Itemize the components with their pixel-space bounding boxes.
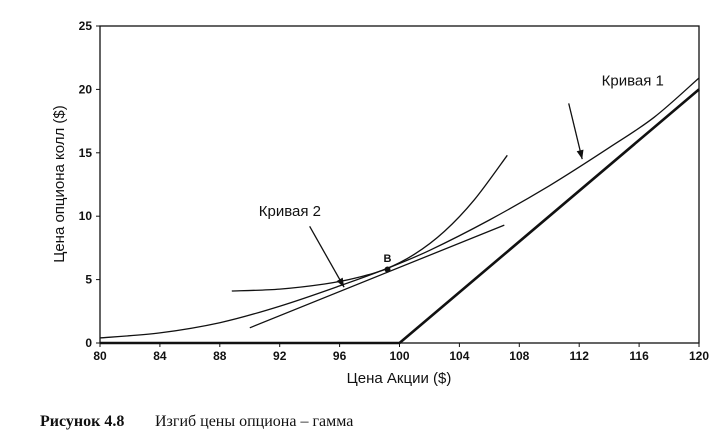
y-tick-label: 5 <box>85 273 92 287</box>
y-tick-label: 25 <box>79 19 93 33</box>
curve-1-line <box>99 77 700 339</box>
y-tick-label: 10 <box>79 209 93 223</box>
x-tick-label: 84 <box>153 349 167 363</box>
x-axis-title: Цена Акции ($) <box>347 370 452 387</box>
curve-2-label: Кривая 2 <box>259 203 321 220</box>
intrinsic-value-line <box>100 88 700 345</box>
gamma-chart: 80 84 88 92 96 100 104 108 112 116 120 0 5 10 15 20 25 К… <box>51 19 709 387</box>
x-tick-label: 116 <box>629 349 649 363</box>
curve-1-arrow-head <box>576 149 584 160</box>
x-tick-label: 120 <box>689 349 709 363</box>
curve-1-label: Кривая 1 <box>602 73 664 90</box>
x-tick-label: 104 <box>449 349 469 363</box>
curve-2-arrow <box>309 226 345 288</box>
x-tick-label: 112 <box>570 349 590 363</box>
x-tick-label: 108 <box>509 349 529 363</box>
tangent-line <box>249 224 505 329</box>
figure-caption: Рисунок 4.8 Изгиб цены опциона – гамма <box>40 413 353 431</box>
point-b-label: B <box>384 253 392 265</box>
caption-number: Рисунок 4.8 <box>40 413 125 430</box>
curve-2-line <box>231 154 508 292</box>
x-tick-label: 100 <box>389 349 409 363</box>
x-tick-label: 92 <box>273 349 287 363</box>
y-axis-title: Цена опциона колл ($) <box>51 105 68 263</box>
x-tick-label: 96 <box>333 349 347 363</box>
curve-2-arrow-head <box>336 277 345 288</box>
x-tick-label: 88 <box>213 349 227 363</box>
point-b-marker <box>384 266 391 273</box>
y-tick-label: 20 <box>79 82 93 96</box>
x-tick-label: 80 <box>93 349 107 363</box>
y-tick-label: 0 <box>85 336 92 350</box>
y-tick-label: 15 <box>79 146 93 160</box>
caption-text: Изгиб цены опциона – гамма <box>155 413 354 430</box>
curve-1-arrow <box>568 103 583 160</box>
